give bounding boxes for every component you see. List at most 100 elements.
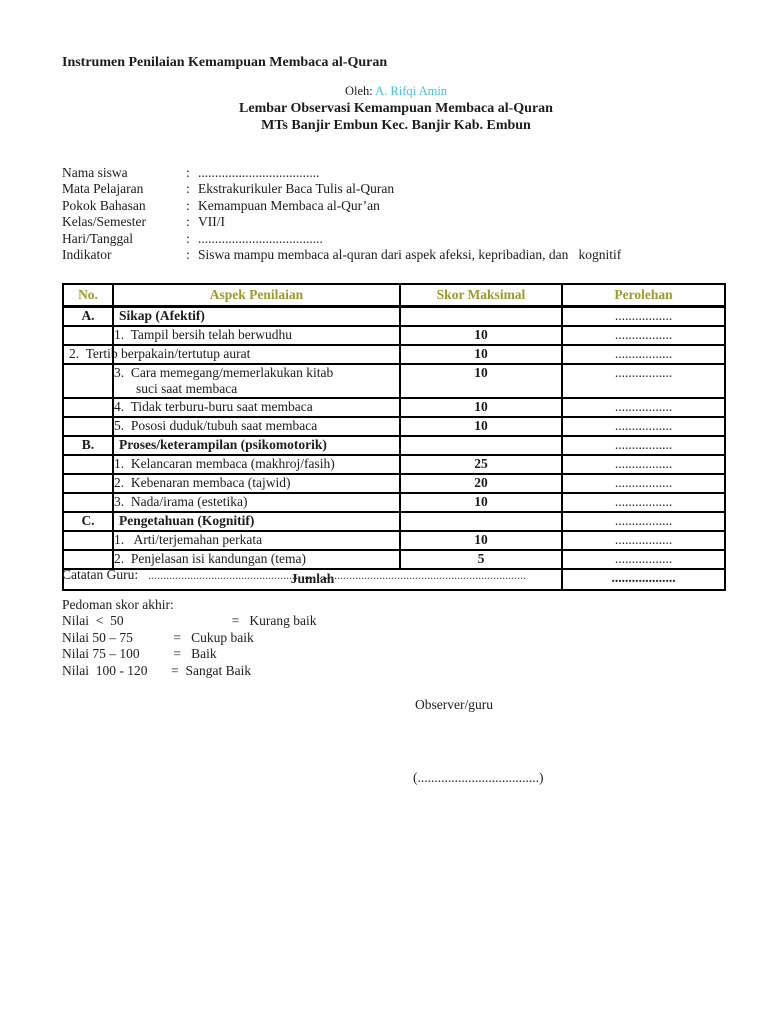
scoring-guideline: Pedoman skor akhir: Nilai < 50 = Kurang …: [62, 597, 316, 679]
form-field-separator: :: [186, 214, 190, 230]
aspek-text: 5. Pososi duduk/tubuh saat membaca: [114, 418, 318, 433]
aspek-cell: 5. Pososi duduk/tubuh saat membaca: [112, 416, 401, 437]
byline: Oleh: A. Rifqi Amin: [20, 84, 768, 99]
form-field-value: ....................................: [198, 165, 320, 180]
no-cell: [62, 416, 114, 437]
form-field-label: Indikator: [62, 247, 112, 263]
skor-maksimal-cell: [399, 435, 563, 456]
table-row: 1. Arti/terjemahan perkata 10............…: [62, 530, 726, 551]
assessment-table-header: No. Aspek Penilaian Skor Maksimal Perolehan: [62, 283, 726, 308]
no-cell: [62, 530, 114, 551]
skor-maksimal-cell: 5: [399, 549, 563, 570]
aspek-text: 4. Tidak terburu-buru saat membaca: [114, 399, 313, 414]
form-field-label: Mata Pelajaran: [62, 181, 144, 197]
form-row: Hari/Tanggal:...........................…: [62, 231, 621, 247]
observer-label: Observer/guru: [415, 697, 493, 712]
perolehan-cell: .................: [561, 325, 726, 346]
form-field-value: Ekstrakurikuler Baca Tulis al-Quran: [198, 181, 395, 197]
aspek-text: 1. Tampil bersih telah berwudhu: [114, 327, 293, 342]
aspek-cell: 3. Cara memegang/memerlakukan kitab suci…: [112, 363, 401, 399]
form-row: Pokok Bahasan: Kemampuan Membaca al-Qur’a…: [62, 198, 621, 214]
column-header: Perolehan: [561, 283, 726, 308]
table-row: C. Pengetahuan (Kognitif)................…: [62, 511, 726, 532]
no-cell: C.: [62, 511, 114, 532]
perolehan-cell: .................: [561, 435, 726, 456]
aspek-cell: Proses/keterampilan (psikomotorik): [112, 435, 401, 456]
aspek-cell: 2. Kebenaran membaca (tajwid): [112, 473, 401, 494]
aspek-text: 3. Cara memegang/memerlakukan kitab suci…: [114, 365, 334, 396]
aspek-text: 2. Penjelasan isi kandungan (tema): [114, 551, 306, 566]
form-row: Mata Pelajaran: Ekstrakurikuler Baca Tuli…: [62, 181, 621, 197]
form-field-label: Nama siswa: [62, 165, 128, 180]
column-header: Aspek Penilaian: [112, 283, 401, 308]
aspek-cell: 3. Nada/irama (estetika): [112, 492, 401, 513]
aspek-cell: Pengetahuan (Kognitif): [112, 511, 401, 532]
signature-line: (....................................): [413, 770, 544, 785]
aspek-text: 3. Nada/irama (estetika): [114, 494, 248, 509]
scoring-guideline-lines: Nilai < 50 = Kurang baik Nilai 50 – 75 = …: [62, 613, 316, 679]
table-row: Jumlah...................: [62, 568, 726, 591]
form-field-label: Hari/Tanggal: [62, 230, 134, 246]
perolehan-cell: .................: [561, 473, 726, 494]
byline-author: A. Rifqi Amin: [375, 84, 448, 98]
byline-label: Oleh:: [344, 84, 373, 98]
no-cell: [62, 397, 114, 418]
aspek-text: Sikap (Afektif): [119, 308, 205, 323]
skor-maksimal-cell: 25: [399, 454, 563, 475]
scoring-guideline-line: Nilai 75 – 100 = Baik: [62, 646, 217, 662]
form-field-value: Kemampuan Membaca al-Qur’an: [198, 197, 380, 213]
aspek-text: 2. Kebenaran membaca (tajwid): [114, 475, 291, 490]
table-row: B. Proses/keterampilan (psikomotorik)....…: [62, 435, 726, 456]
aspek-text: Pengetahuan (Kognitif): [119, 513, 255, 528]
column-header: No.: [62, 283, 114, 308]
skor-maksimal-cell: 10: [399, 344, 563, 365]
teacher-notes-dotted-line: ........................................…: [148, 568, 527, 582]
perolehan-cell: .................: [561, 344, 726, 365]
form-field-separator: :: [186, 165, 190, 180]
subtitle-school: MTs Banjir Embun Kec. Banjir Kab. Embun: [261, 118, 531, 133]
table-row: A. Sikap (Afektif).................: [62, 305, 726, 327]
skor-maksimal-cell: 10: [399, 530, 563, 551]
no-cell: [62, 325, 114, 346]
scoring-guideline-line: Nilai 50 – 75 = Cukup baik: [62, 629, 254, 645]
table-row: 4. Tidak terburu-buru saat membaca 10....…: [62, 397, 726, 418]
table-row: 2. Kebenaran membaca (tajwid) 20.........…: [62, 473, 726, 494]
aspek-text: 1. Kelancaran membaca (makhroj/fasih): [114, 456, 335, 471]
no-cell: A.: [62, 305, 114, 327]
skor-maksimal-cell: 10: [399, 492, 563, 513]
form-field-value: .....................................: [198, 230, 323, 246]
skor-maksimal-cell: 10: [399, 363, 563, 399]
table-row: 5. Pososi duduk/tubuh saat membaca 10....…: [62, 416, 726, 437]
perolehan-cell: .................: [561, 530, 726, 551]
perolehan-cell: .................: [561, 549, 726, 570]
form-field-separator: :: [186, 230, 190, 246]
form-field-separator: :: [186, 247, 190, 263]
no-cell: [62, 473, 114, 494]
form-row: Nama siswa:.............................…: [62, 165, 621, 181]
teacher-notes-line: Catatan Guru: ..........................…: [62, 567, 622, 584]
column-divider-line: [112, 344, 114, 365]
no-cell: [62, 492, 114, 513]
scoring-guideline-line: Nilai 100 - 120 = Sangat Baik: [62, 662, 252, 678]
aspek-cell: 1. Kelancaran membaca (makhroj/fasih): [112, 454, 401, 475]
table-row: 2. Penjelasan isi kandungan (tema) 5.....…: [62, 549, 726, 570]
no-cell: [62, 363, 114, 399]
skor-maksimal-cell: [399, 305, 563, 327]
aspek-cell: 4. Tidak terburu-buru saat membaca: [112, 397, 401, 418]
perolehan-cell: .................: [561, 454, 726, 475]
skor-maksimal-cell: [399, 511, 563, 532]
perolehan-cell: ...................: [561, 568, 726, 591]
skor-maksimal-cell: 10: [399, 416, 563, 437]
perolehan-cell: .................: [561, 397, 726, 418]
aspek-cell: 1. Tampil bersih telah berwudhu: [112, 325, 401, 346]
aspek-cell: 2. Tertib berpakain/tertutup aurat: [62, 344, 401, 365]
aspek-text: Proses/keterampilan (psikomotorik): [119, 437, 327, 452]
perolehan-cell: .................: [561, 363, 726, 399]
form-field-value: VII/I: [198, 214, 225, 230]
subtitle-observation-sheet: Lembar Observasi Kemampuan Membaca al-Qu…: [239, 101, 553, 116]
skor-maksimal-cell: 10: [399, 397, 563, 418]
table-row: 2. Tertib berpakain/tertutup aurat 10....…: [62, 344, 726, 365]
jumlah-cell: Jumlah: [62, 568, 563, 591]
scoring-guideline-line: Nilai < 50 = Kurang baik: [62, 613, 317, 629]
